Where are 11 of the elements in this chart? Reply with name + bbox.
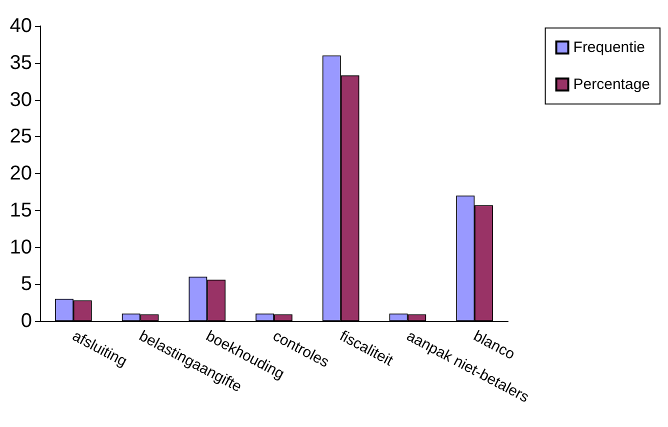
y-tick-label: 20 <box>10 162 32 184</box>
y-tick-label: 30 <box>10 88 32 111</box>
y-tick-label: 35 <box>10 52 32 74</box>
y-tick-label: 25 <box>10 126 32 148</box>
y-tick-label: 5 <box>20 273 32 296</box>
y-tick-label: 15 <box>10 199 32 222</box>
legend-label: Percentage <box>573 76 650 93</box>
legend-label: Frequentie <box>573 39 645 56</box>
y-tick-label: 40 <box>10 15 32 37</box>
y-tick-label: 0 <box>20 310 32 332</box>
y-tick-label: 10 <box>10 236 32 258</box>
